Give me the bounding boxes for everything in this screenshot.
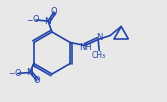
Text: O: O [34,76,40,85]
Text: +: + [50,13,55,18]
Text: N: N [96,33,102,43]
Text: +: + [32,64,37,69]
Text: N: N [45,17,51,26]
Text: O: O [33,16,39,24]
Text: NH: NH [79,43,92,52]
Text: −: − [8,69,14,79]
Text: O: O [15,69,21,78]
Text: O: O [51,8,57,17]
Text: −: − [26,16,33,25]
Text: CH₃: CH₃ [92,51,106,60]
Text: N: N [26,68,33,77]
